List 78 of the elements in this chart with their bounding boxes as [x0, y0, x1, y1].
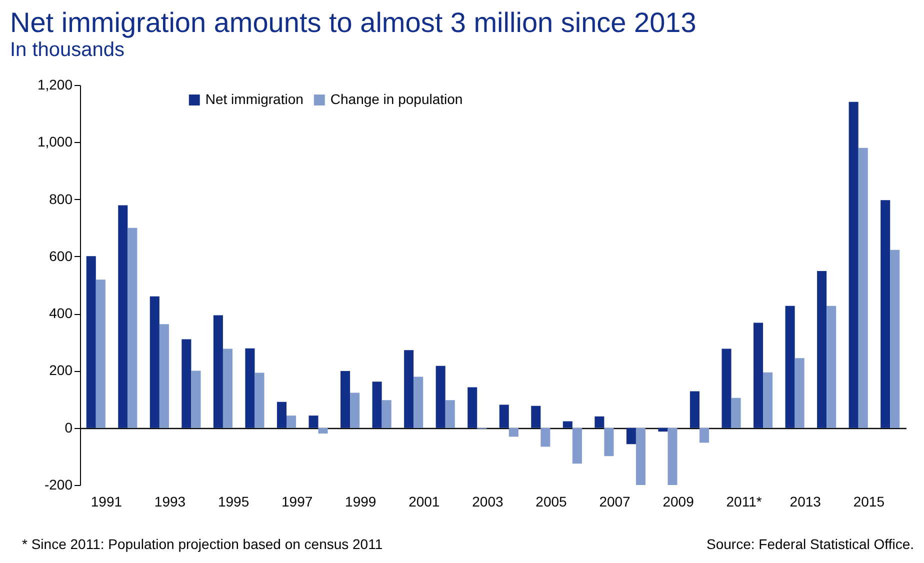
x-tick-label: 2009	[662, 494, 694, 510]
bar	[318, 428, 328, 434]
bar	[540, 428, 550, 447]
bar	[96, 280, 106, 428]
x-tick-label: 2015	[853, 494, 885, 510]
bar	[785, 306, 795, 428]
bar	[191, 370, 201, 428]
bar	[636, 428, 646, 485]
bar	[340, 371, 350, 428]
bar	[508, 428, 518, 437]
x-tick-label: 2001	[408, 494, 440, 510]
bar	[182, 339, 192, 428]
bar	[499, 404, 509, 428]
legend-label: Net immigration	[205, 91, 304, 107]
x-tick-label: 1997	[282, 494, 313, 510]
bar	[308, 416, 318, 428]
bar	[572, 428, 582, 464]
y-tick-label: 0	[64, 419, 73, 436]
bar	[286, 416, 296, 428]
y-tick-label: 1,000	[37, 134, 73, 150]
x-tick-label: 1993	[154, 494, 186, 510]
bar	[222, 348, 232, 428]
bar	[794, 358, 804, 428]
y-tick-label: 400	[49, 305, 73, 322]
bar	[414, 376, 424, 428]
x-tick-label: 1991	[90, 494, 122, 510]
y-tick-label: 200	[49, 362, 73, 378]
y-tick-label: 600	[49, 248, 73, 264]
bar	[826, 306, 836, 428]
bar	[858, 148, 868, 428]
bar	[731, 398, 741, 428]
x-tick-label: 1995	[218, 494, 250, 510]
bar	[890, 250, 900, 428]
x-tick-label: 2005	[536, 494, 568, 510]
bar	[382, 400, 392, 428]
bar	[531, 406, 541, 428]
bar	[700, 428, 710, 443]
bar	[372, 382, 382, 428]
chart-subtitle: In thousands	[10, 39, 125, 61]
x-tick-label: 1999	[345, 494, 376, 510]
bar	[404, 350, 414, 428]
bar	[594, 416, 604, 428]
source-note: Source: Federal Statistical Office.	[706, 536, 914, 552]
bar	[350, 392, 360, 428]
bar	[763, 372, 773, 428]
bar	[604, 428, 614, 456]
bar	[86, 256, 96, 428]
bar	[817, 271, 827, 428]
bar	[668, 428, 678, 485]
bar	[754, 322, 764, 428]
bar	[150, 296, 160, 428]
bar	[880, 200, 890, 428]
bar	[118, 205, 128, 428]
y-tick-label: 1,200	[37, 76, 73, 92]
bar	[722, 348, 732, 428]
text: * Since 2011: Population projection based on census 2011	[22, 536, 383, 552]
bar	[276, 402, 286, 428]
bar	[245, 348, 255, 428]
bar	[690, 391, 700, 428]
bar	[626, 428, 636, 444]
bar	[213, 315, 223, 428]
chart-title: Net immigration amounts to almost 3 million since 2013	[10, 7, 696, 38]
bar	[128, 228, 138, 428]
bar	[159, 324, 169, 428]
bar	[254, 372, 264, 428]
bar	[848, 102, 858, 428]
x-tick-label: 2011*	[726, 494, 762, 510]
bar	[468, 387, 478, 428]
y-tick-label: -200	[44, 476, 73, 492]
bar	[436, 366, 446, 428]
y-tick-label: 800	[49, 190, 73, 207]
bar	[658, 428, 668, 432]
x-tick-label: 2007	[599, 494, 631, 510]
bar	[562, 421, 572, 428]
bar	[445, 400, 455, 428]
x-tick-label: 2003	[472, 494, 504, 510]
legend-label: Change in population	[330, 91, 463, 107]
x-tick-label: 2013	[790, 494, 822, 510]
